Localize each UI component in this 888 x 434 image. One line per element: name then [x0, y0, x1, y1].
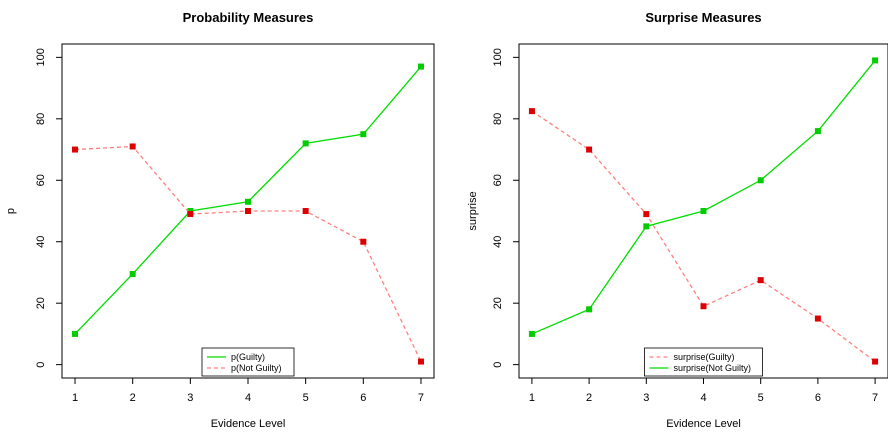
data-point [187, 208, 194, 214]
chart-panel-1: Probability Measures Evidence Level p 1 2 3 4 5… [5, 10, 435, 430]
data-point [129, 270, 136, 277]
y-tick-label: 0 [492, 362, 504, 368]
x-tick-label: 7 [418, 392, 424, 404]
x-tick-label: 2 [586, 392, 592, 404]
legend: p(Guilty)p(Not Guilty) [201, 347, 295, 377]
data-point [417, 358, 424, 365]
data-point [302, 208, 309, 214]
data-point [360, 238, 367, 245]
data-point [302, 140, 309, 147]
x-tick-label: 3 [643, 392, 649, 404]
legend-box [201, 347, 295, 377]
y-axis-label: p [5, 208, 17, 214]
data-point [700, 303, 707, 310]
y-tick-label: 20 [35, 297, 47, 309]
x-tick-label: 3 [187, 392, 193, 404]
chart-panel-2: Surprise Measures Evidence Level surprise 1… [467, 10, 888, 430]
chart-title: Probability Measures [183, 10, 314, 25]
data-point [72, 146, 79, 153]
data-point [872, 57, 879, 64]
data-point [129, 143, 136, 150]
data-point [360, 131, 367, 138]
x-tick-label: 7 [872, 392, 878, 404]
data-point [528, 108, 535, 115]
data-point [528, 330, 535, 337]
y-tick-label: 80 [35, 113, 47, 125]
x-tick-label: 4 [245, 392, 251, 404]
x-tick-label: 6 [360, 392, 366, 404]
series-line-2 [74, 145, 422, 362]
x-tick-label: 6 [815, 392, 821, 404]
legend-box [644, 347, 763, 377]
x-tick-label: 1 [529, 392, 535, 404]
data-point [586, 146, 593, 153]
series-line-1 [531, 110, 876, 363]
data-point [245, 208, 251, 214]
x-tick-label: 4 [700, 392, 706, 404]
data-point [814, 128, 821, 135]
data-point [643, 211, 650, 218]
legend-label: p(Guilty) [231, 352, 265, 362]
chart-title: Surprise Measures [645, 10, 761, 25]
y-tick-label: 0 [35, 362, 47, 368]
x-tick-label: 5 [758, 392, 764, 404]
data-point [757, 177, 764, 184]
y-tick-label: 80 [492, 113, 504, 125]
data-point [187, 211, 194, 218]
data-point [245, 198, 251, 205]
x-axis-label: Evidence Level [211, 418, 286, 430]
y-axis-label: surprise [467, 191, 479, 230]
x-axis-label: Evidence Level [666, 418, 741, 430]
legend: surprise(Guilty)surprise(Not Guilty) [644, 347, 763, 377]
legend-label: surprise(Guilty) [674, 352, 735, 362]
data-point [72, 330, 79, 337]
y-tick-label: 40 [35, 236, 47, 248]
y-tick-label: 40 [492, 236, 504, 248]
legend-label: p(Not Guilty) [231, 363, 282, 373]
y-tick-label: 100 [492, 48, 504, 66]
data-point [814, 315, 821, 322]
data-point [757, 277, 764, 284]
x-tick-label: 2 [130, 392, 136, 404]
data-point [586, 306, 593, 313]
x-tick-label: 1 [72, 392, 78, 404]
x-tick-label: 5 [303, 392, 309, 404]
series-line-2 [531, 60, 876, 335]
y-tick-label: 100 [35, 48, 47, 66]
legend-label: surprise(Not Guilty) [674, 363, 752, 373]
data-point [417, 63, 424, 70]
data-point [700, 208, 707, 214]
y-tick-label: 20 [492, 297, 504, 309]
data-point [643, 223, 650, 230]
data-point [872, 358, 879, 365]
y-tick-label: 60 [492, 174, 504, 186]
y-tick-label: 60 [35, 174, 47, 186]
